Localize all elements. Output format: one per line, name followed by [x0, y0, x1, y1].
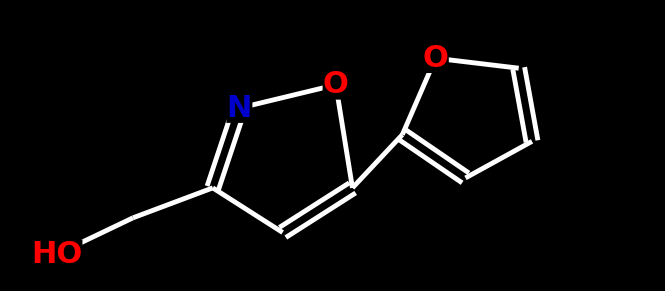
Text: O: O [323, 70, 348, 99]
Text: HO: HO [31, 240, 82, 269]
Text: N: N [227, 94, 252, 123]
Text: O: O [423, 44, 448, 73]
